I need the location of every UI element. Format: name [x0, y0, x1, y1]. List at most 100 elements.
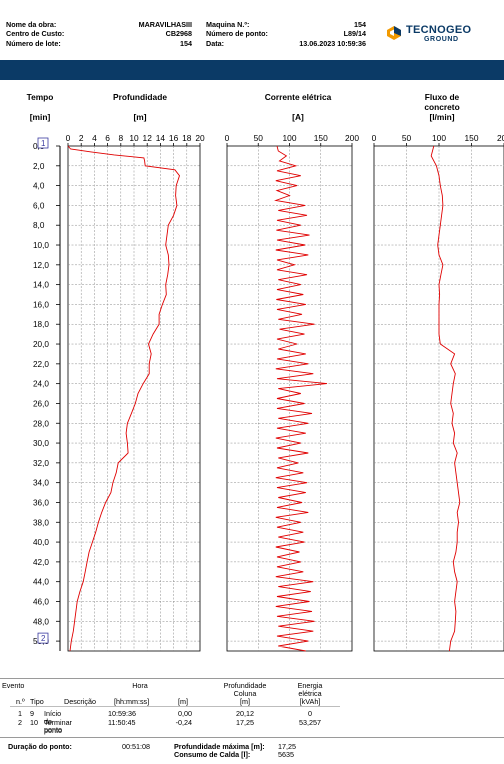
tecnogeo-logo: TECNOGEO GROUND: [386, 22, 496, 46]
time-tick-label: 36,0: [33, 498, 49, 507]
col-fluxo-title1: Fluxo de: [424, 92, 460, 102]
event-row-2-prof: 17,25: [236, 718, 254, 727]
col-tempo-title: Tempo: [26, 92, 54, 102]
label-numero-ponto: Número de ponto:: [206, 29, 268, 39]
time-tick-label: 46,0: [33, 597, 49, 606]
event-marker-box: [37, 632, 49, 644]
event-marker-label: 2: [41, 634, 46, 643]
events-head-tipo: Tipo: [30, 697, 44, 706]
events-head-prof2: Coluna: [233, 689, 257, 698]
col-fluxo-title2: concreto: [424, 102, 460, 112]
label-nome-obra: Nome da obra:: [6, 20, 57, 29]
event-marker-label: 1: [41, 139, 46, 148]
time-tick-label: 26,0: [33, 399, 49, 408]
event-row-1-m: 0,00: [178, 709, 192, 718]
col-corrente-title: Corrente elétrica: [264, 92, 332, 102]
events-head-en3: [kVAh]: [299, 697, 321, 706]
events-title: Evento: [2, 681, 25, 690]
col-prof-title: Profundidade: [113, 92, 167, 102]
x-tick-label: 50: [254, 133, 264, 143]
header-values-col1: MARAVILHASIII CB2968 154: [100, 20, 192, 48]
label-data: Data:: [206, 38, 224, 48]
time-tick-label: 28,0: [33, 419, 49, 428]
events-head-desc: Descrição: [64, 697, 96, 706]
divider-events-top: [0, 678, 504, 679]
event-row-1-en: 0: [308, 709, 312, 718]
header-values-col2: 154 L89/14 13.06.2023 10:59:36: [262, 20, 366, 48]
logo-mark-icon: [387, 26, 401, 40]
event-row-2-hora: 11:50:45: [108, 718, 136, 727]
time-tick-label: 30,0: [33, 439, 49, 448]
events-head-m: [m]: [178, 697, 188, 706]
label-centro-custo: Centro de Custo:: [6, 29, 65, 39]
time-tick-label: 20,0: [33, 340, 49, 349]
event-row-1-hora: 10:59:36: [108, 709, 136, 718]
x-tick-label: 0: [225, 133, 230, 143]
series-line-0: [67, 145, 181, 652]
events-head-hora: Hora: [132, 681, 148, 690]
time-tick-label: 8,0: [33, 221, 45, 230]
x-tick-label: 0: [66, 133, 71, 143]
time-tick-label: 4,0: [33, 182, 45, 191]
time-tick-label: 42,0: [33, 558, 49, 567]
event-row-2-en: 53,257: [299, 718, 321, 727]
time-tick-label: 40,0: [33, 538, 49, 547]
label-numero-lote: Número de lote:: [6, 38, 61, 48]
logo-text-bottom: GROUND: [424, 36, 459, 43]
time-tick-label: 24,0: [33, 380, 49, 389]
header-band: [0, 60, 504, 80]
x-tick-label: 0: [372, 133, 377, 143]
time-tick-label: 16,0: [33, 300, 49, 309]
x-tick-label: 18: [182, 133, 192, 143]
divider-events-header: [10, 706, 340, 707]
x-tick-label: 200: [497, 133, 504, 143]
time-tick-label: 38,0: [33, 518, 49, 527]
x-tick-label: 200: [345, 133, 359, 143]
value-nome-obra: MARAVILHASIII: [138, 20, 192, 29]
series-line-1: [274, 145, 328, 652]
summary-prof-label: Profundidade máxima [m]:: [174, 742, 265, 751]
time-tick-label: 10,0: [33, 241, 49, 250]
event-row-1-desc: Início do ponto: [44, 709, 62, 734]
x-tick-label: 8: [118, 133, 123, 143]
logo-text-top: TECNOGEO: [406, 24, 472, 36]
events-head-en1: Energia: [297, 681, 323, 690]
event-row-2-tipo: 10: [30, 718, 38, 727]
x-tick-label: 16: [169, 133, 179, 143]
summary-duracao-label: Duração do ponto:: [8, 742, 72, 751]
event-row-2-desc: Terminar ponto: [44, 718, 72, 735]
summary-prof-value: 17,25: [278, 742, 296, 751]
event-marker-box: [37, 137, 49, 149]
series-line-2: [430, 145, 461, 652]
events-head-en2: elétrica: [298, 689, 322, 698]
value-maquina: 154: [354, 20, 366, 29]
x-tick-label: 100: [432, 133, 446, 143]
value-data: 13.06.2023 10:59:36: [299, 38, 366, 48]
x-tick-label: 12: [143, 133, 153, 143]
x-tick-label: 14: [156, 133, 166, 143]
event-row-1-tipo: 9: [30, 709, 34, 718]
time-tick-label: 34,0: [33, 479, 49, 488]
summary-calda-label: Consumo de Calda [l]:: [174, 750, 251, 759]
x-tick-label: 150: [314, 133, 328, 143]
time-tick-label: 12,0: [33, 261, 49, 270]
events-head-prof1: Profundidade: [223, 681, 267, 690]
event-row-2-n: 2: [18, 718, 22, 727]
events-head-prof3: [m]: [240, 697, 250, 706]
col-fluxo-unit: [l/min]: [429, 112, 455, 122]
event-row-2-m: -0,24: [175, 718, 192, 727]
time-tick-label: 22,0: [33, 360, 49, 369]
event-row-1-n: 1: [18, 709, 22, 718]
x-tick-label: 6: [105, 133, 110, 143]
value-centro-custo: CB2968: [165, 29, 192, 39]
x-tick-label: 150: [465, 133, 479, 143]
x-tick-label: 10: [129, 133, 139, 143]
time-tick-label: 48,0: [33, 617, 49, 626]
summary-duracao-value: 00:51:08: [122, 742, 150, 751]
header-labels-col2: Maquina N.º: Número de ponto: Data:: [206, 20, 286, 48]
x-tick-label: 2: [79, 133, 84, 143]
events-head-n: n.º: [16, 697, 25, 706]
x-tick-label: 20: [195, 133, 205, 143]
x-tick-label: 50: [402, 133, 412, 143]
